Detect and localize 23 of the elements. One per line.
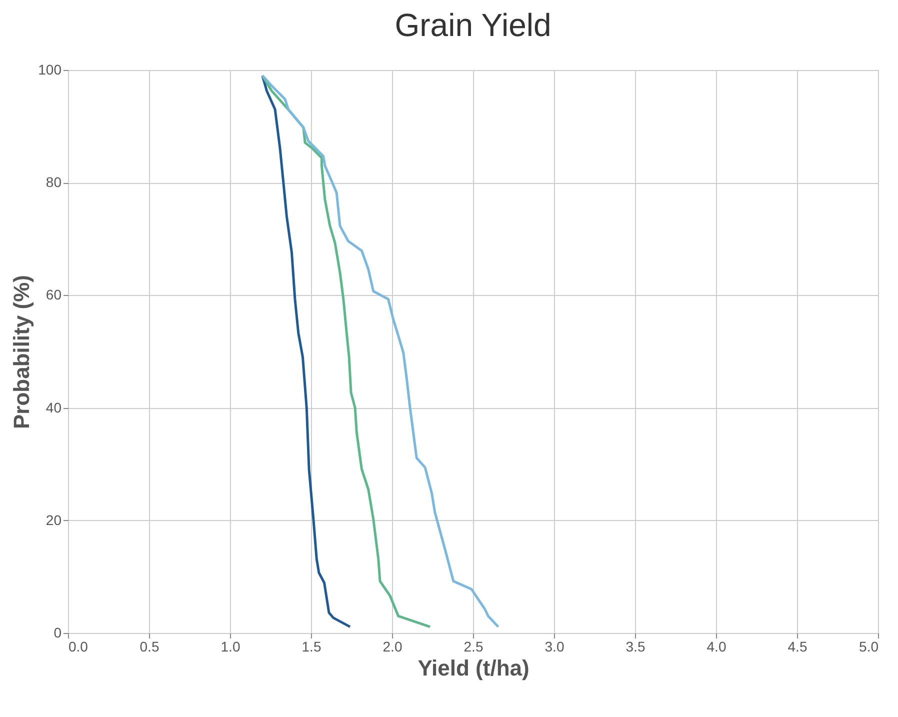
x-tick-label: 3.5 bbox=[626, 638, 646, 654]
x-tick-label: 2.0 bbox=[382, 638, 402, 654]
y-tick-label: 40 bbox=[46, 399, 62, 416]
y-tick-label: 0 bbox=[54, 624, 62, 640]
x-axis-title: Yield (t/ha) bbox=[418, 656, 530, 680]
x-tick-label: 1.5 bbox=[302, 638, 322, 654]
line-series bbox=[261, 74, 432, 628]
y-tick-label: 80 bbox=[46, 174, 62, 190]
x-tick-label: 4.5 bbox=[788, 638, 808, 654]
y-tick-label: 60 bbox=[46, 286, 62, 303]
x-tick-label: 3.0 bbox=[544, 638, 564, 654]
x-tick-label: 1.0 bbox=[220, 638, 240, 654]
line-series bbox=[261, 74, 352, 628]
x-tick-label: 0.5 bbox=[140, 638, 160, 654]
y-tick-label: 100 bbox=[38, 62, 62, 78]
y-tick-label: 20 bbox=[46, 512, 62, 528]
x-tick-label: 5.0 bbox=[859, 638, 879, 654]
x-tick-label: 4.0 bbox=[706, 638, 726, 654]
chart-title: Grain Yield bbox=[394, 7, 552, 43]
y-axis-title: Probability (%) bbox=[9, 274, 34, 430]
line-series bbox=[261, 74, 500, 628]
x-tick-label: 0.0 bbox=[68, 638, 88, 654]
x-tick-label: 2.5 bbox=[464, 638, 484, 654]
